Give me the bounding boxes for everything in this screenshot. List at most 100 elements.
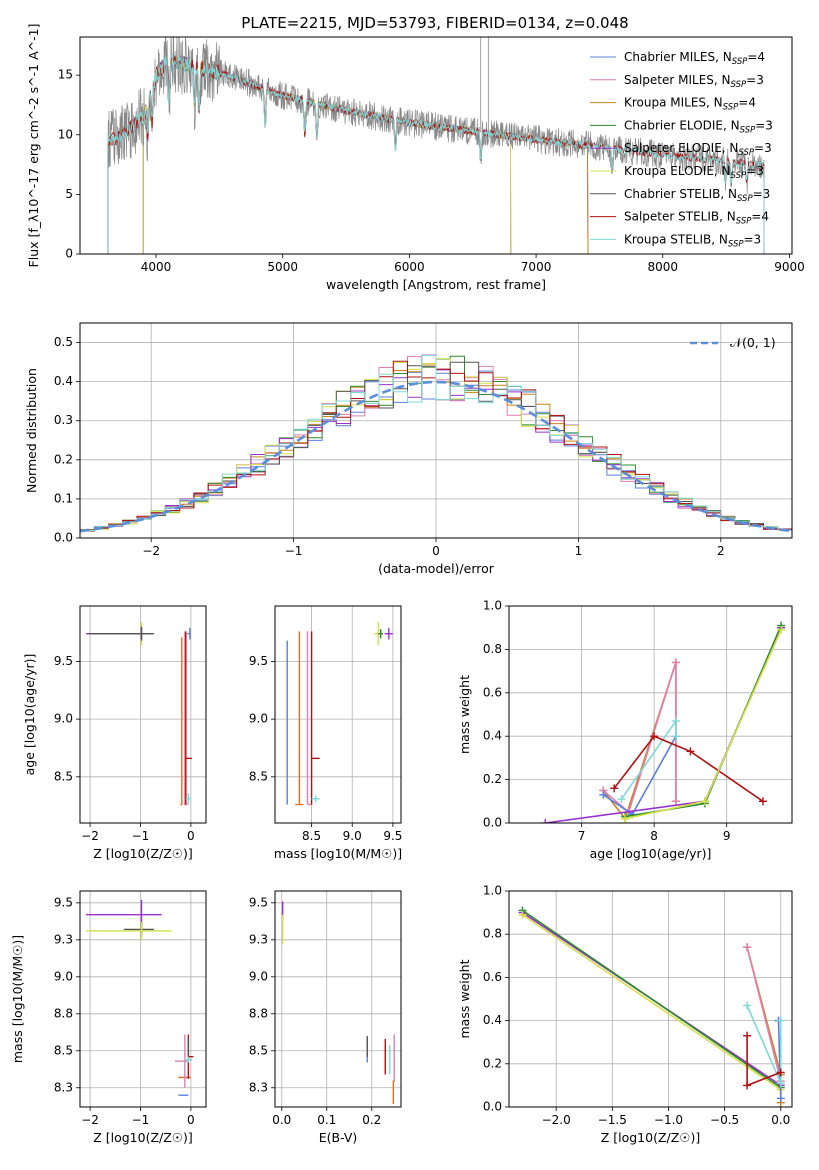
x-tick-label: −0.5: [710, 1113, 739, 1127]
y-tick-label: 0.5: [54, 335, 73, 349]
y-axis-label: mass [log10(M/M☉)]: [10, 935, 25, 1063]
x-tick-label: 9: [723, 829, 731, 843]
errorbar: [187, 627, 191, 640]
weight-marker: [758, 797, 767, 806]
errorbar: [123, 922, 155, 937]
x-tick-label: 8: [650, 829, 658, 843]
errorbar: [311, 795, 320, 803]
histogram-step: [80, 355, 792, 531]
y-tick-label: 8.3: [54, 1080, 73, 1094]
y-tick-label: 0.8: [483, 927, 502, 941]
y-tick-label: 9.5: [54, 895, 73, 909]
x-tick-label: 7: [578, 829, 586, 843]
x-tick-label: 0.0: [771, 1113, 790, 1127]
y-axis-label: Normed distribution: [24, 368, 39, 493]
y-axis-label: Flux [f_λ10^-17 erg cm^-2 s^-1 A^-1]: [26, 24, 41, 268]
x-axis-label: mass [log10(M/M☉)]: [274, 846, 402, 861]
errorbar: [310, 631, 320, 805]
y-axis-label: age [log10(age/yr)]: [22, 654, 37, 776]
weight-line: [522, 909, 782, 1089]
legend-label: Salpeter ELODIE, NSSP=3: [624, 141, 772, 158]
gaussian-curve: [80, 380, 792, 533]
x-tick-label: 1: [575, 544, 583, 558]
weight-marker: [700, 797, 709, 806]
y-tick-label: 9.0: [54, 969, 73, 983]
axes-frame: [79, 36, 793, 255]
y-tick-label: 0: [65, 247, 73, 261]
weight-line: [522, 914, 782, 1091]
plot-area: [281, 901, 395, 1105]
y-tick-label: 9.5: [54, 654, 73, 668]
spectrum-line: [107, 55, 589, 254]
x-tick-label: 0.2: [362, 1113, 381, 1127]
chart-residuals: −2 −1 0 1 2 0.0 0.1 0.2 0.3 0.4 0.5 (data-model)/er…: [24, 322, 793, 576]
y-tick-label: 0.0: [483, 1100, 502, 1114]
y-tick-label: 0.8: [483, 642, 502, 656]
weight-marker: [671, 797, 680, 806]
errorbar: [86, 922, 172, 940]
x-tick-label: 5000: [267, 260, 298, 274]
y-tick-label: 0.6: [483, 685, 502, 699]
y-tick-label: 9.5: [249, 654, 268, 668]
chart-spectrum: 4000 5000 6000 7000 8000 9000 0 5 10 15 wavelength…: [26, 24, 805, 292]
weight-marker: [541, 819, 550, 823]
plot-area: [518, 906, 785, 1107]
errorbar: [180, 637, 183, 806]
axes-frame: [274, 605, 402, 824]
x-axis-label: (data-model)/error: [378, 561, 495, 576]
legend-label: Chabrier ELODIE, NSSP=3: [624, 118, 773, 135]
weight-marker: [671, 658, 680, 667]
x-tick-label: 2: [717, 544, 725, 558]
weight-line: [545, 627, 782, 823]
axes-frame: [79, 322, 793, 539]
y-tick-label: 0.1: [54, 491, 73, 505]
legend-label: Kroupa STELIB, NSSP=3: [624, 232, 761, 249]
legend-label: Salpeter MILES, NSSP=3: [624, 73, 764, 90]
legend-label: Chabrier STELIB, NSSP=3: [624, 187, 770, 204]
weight-marker: [776, 1068, 785, 1077]
errorbar: [86, 899, 162, 930]
x-tick-label: 7000: [521, 260, 552, 274]
y-tick-label: 10: [58, 127, 73, 141]
weight-marker: [743, 1031, 752, 1040]
weight-marker: [621, 814, 630, 823]
chart-mass-vs-ebv: 0.0 0.1 0.2 8.3 8.5 8.8 9.0 9.3 9.5 E(B-V): [249, 890, 402, 1145]
errorbar: [384, 627, 393, 640]
grid: [275, 606, 401, 823]
x-tick-label: 0.0: [272, 1113, 291, 1127]
weight-marker: [650, 732, 659, 741]
y-tick-label: 0.0: [54, 531, 73, 545]
x-tick-label: 0: [432, 544, 440, 558]
y-tick-label: 5: [65, 187, 73, 201]
y-tick-label: 9.0: [54, 712, 73, 726]
x-tick-label: −2.0: [542, 1113, 571, 1127]
axes-frame: [274, 890, 402, 1108]
weight-marker: [671, 732, 680, 741]
errorbar: [174, 1034, 188, 1088]
y-axis-label: mass weight: [457, 959, 472, 1038]
weight-marker: [686, 747, 695, 756]
axes-frame: [79, 605, 207, 824]
weight-marker: [518, 910, 527, 919]
x-axis-label: Z [log10(Z/Z☉)]: [601, 1130, 701, 1145]
weight-marker: [617, 795, 626, 804]
x-tick-label: −1: [132, 829, 150, 843]
x-tick-label: −1.0: [654, 1113, 683, 1127]
y-tick-label: 1.0: [483, 599, 502, 613]
y-axis-label: mass weight: [457, 675, 472, 754]
errorbar: [184, 1056, 193, 1063]
weight-marker: [776, 1016, 785, 1025]
axes-frame: [79, 890, 207, 1108]
grid: [80, 606, 206, 823]
y-tick-label: 9.3: [54, 932, 73, 946]
y-tick-label: 9.3: [249, 932, 268, 946]
plot-area: [86, 622, 192, 806]
weight-marker: [671, 717, 680, 726]
y-tick-label: 8.8: [249, 1006, 268, 1020]
errorbar: [185, 631, 192, 805]
weight-line: [620, 718, 677, 800]
y-tick-label: 0.2: [483, 1056, 502, 1070]
spectrum-line: [107, 37, 765, 254]
x-tick-label: 0: [187, 1113, 195, 1127]
